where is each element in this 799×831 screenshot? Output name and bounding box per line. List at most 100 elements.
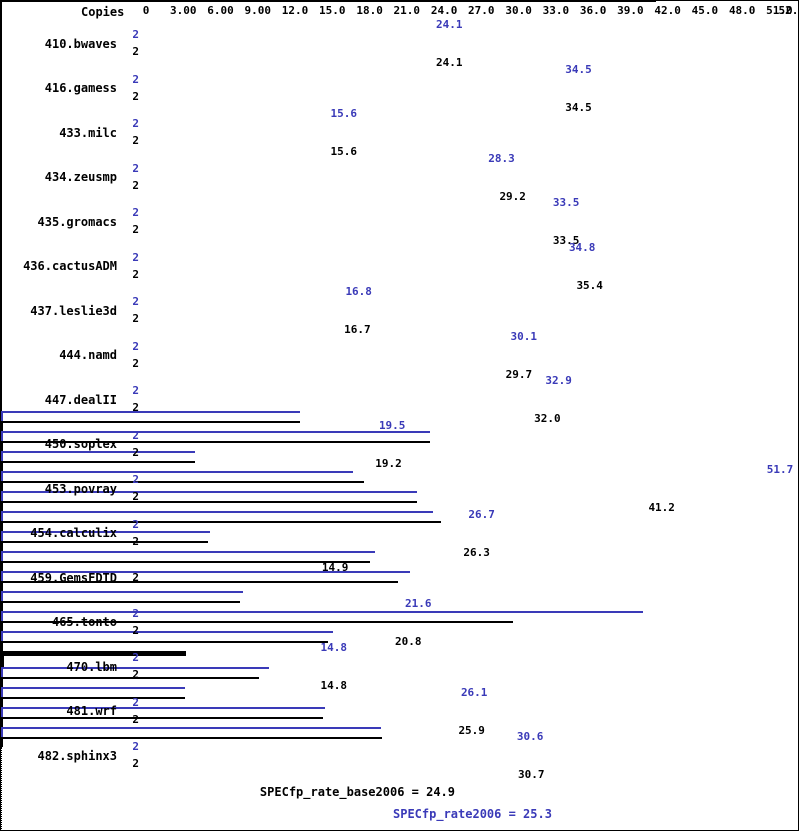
x-axis-minor-tick [1,379,2,383]
base-copies-label: 2 [132,757,139,770]
peak-value-label: 24.1 [436,18,463,31]
x-axis-minor-tick [1,247,2,251]
bar-end-cap [1,689,3,697]
x-axis-tick-label: 3.00 [170,4,197,17]
x-axis-tick-label: 12.0 [281,4,309,17]
peak-value-label: 21.6 [405,596,432,610]
x-axis-minor-tick [1,211,2,215]
x-axis-major-tick [1,72,2,79]
base-value-label: 34.5 [565,100,592,114]
peak-bar [1,411,301,413]
x-axis-minor-tick [1,295,2,299]
x-axis-tick-label: 45.0 [691,4,719,17]
base-mean-line [1,747,2,830]
bar-end-cap [1,679,3,687]
bar-end-cap [1,453,3,461]
x-axis-minor-tick [1,223,2,227]
peak-copies-label: 2 [132,428,139,442]
x-axis-minor-tick [1,307,2,311]
x-axis-minor-tick [1,215,2,219]
x-axis-minor-tick [1,375,2,379]
bar-end-cap [1,719,3,727]
x-axis-tick-label: 39.0 [617,4,644,17]
bar-end-cap [1,593,3,601]
benchmark-label: 482.sphinx3 [37,748,117,763]
x-axis-minor-tick [1,207,2,211]
peak-copies-label: 2 [132,339,139,353]
base-bar [1,651,187,656]
base-value-label: 14.8 [320,679,348,692]
peak-bar [1,451,195,453]
x-axis-minor-tick [1,243,2,247]
peak-copies-label: 2 [132,295,139,308]
peak-value-label: 34.5 [565,62,592,76]
peak-bar [1,551,375,553]
x-axis-minor-tick [1,255,2,259]
peak-value-label: 26.1 [460,685,488,699]
base-value-label: 41.2 [648,501,675,514]
peak-bar [1,471,353,473]
x-axis-tick-label: 6.00 [207,4,234,17]
peak-copies-label: 2 [132,740,139,753]
peak-bar [1,591,244,593]
base-copies-label: 2 [132,178,139,192]
peak-value-label: 34.8 [568,240,596,254]
x-axis-tick-label: 51.0 [766,4,793,17]
x-axis-major-tick [1,37,2,44]
x-axis-tick-label: 30.0 [505,4,532,17]
x-axis-minor-tick [1,287,2,291]
x-axis-minor-tick [1,347,2,351]
x-axis-tick-label: 52.0 [778,4,799,17]
peak-mean-label: SPECfp_rate2006 = 25.3 [393,807,552,821]
x-axis-tick-label: 36.0 [579,4,607,17]
x-axis-minor-tick [1,291,2,295]
bar-end-cap [1,493,3,501]
peak-copies-label: 2 [132,517,139,531]
x-axis-major-tick [1,86,2,93]
x-axis-minor-tick [1,395,2,399]
benchmark-label: 410.bwaves [44,36,117,51]
benchmark-label: 436.cactusADM [23,259,117,273]
peak-value-label: 30.1 [510,329,538,343]
x-axis-minor-tick [1,279,2,283]
x-axis-minor-tick [1,339,2,343]
x-axis-line [1,1,656,2]
benchmark-label: 459.GemsFDTD [30,570,117,585]
x-axis-tick-label: 0 [142,4,150,17]
x-axis-tick-label: 15.0 [319,4,346,17]
base-copies-label: 2 [132,534,139,548]
base-value-label: 16.7 [344,323,371,336]
x-axis-minor-tick [1,231,2,235]
bar-end-cap [1,503,3,511]
x-axis-minor-tick [1,179,2,183]
x-axis-major-tick [1,65,2,72]
x-axis-major-tick [1,93,2,100]
base-bar [1,441,430,443]
x-axis-minor-tick [1,183,2,187]
base-bar [1,561,370,563]
x-axis-minor-tick [1,323,2,327]
bar-end-cap [1,633,3,641]
x-axis-minor-tick [1,155,2,159]
x-axis-minor-tick [1,147,2,151]
x-axis-minor-tick [1,407,2,411]
peak-value-label: 16.8 [345,285,372,298]
x-axis-minor-tick [1,219,2,223]
peak-bar [1,687,185,689]
x-axis-major-tick [1,121,2,128]
benchmark-label: 434.zeusmp [44,170,117,184]
base-copies-label: 2 [132,401,139,414]
bar-end-cap [1,669,3,677]
x-axis-major-tick [1,23,2,30]
bar-end-cap [1,463,3,471]
bar-end-cap [1,413,3,421]
base-value-label: 30.7 [518,768,545,781]
x-axis-minor-tick [1,311,2,315]
x-axis-minor-tick [1,315,2,319]
x-axis-minor-tick [1,335,2,339]
x-axis-major-tick [1,16,2,23]
base-copies-label: 2 [132,668,139,681]
bar-end-cap [1,523,3,531]
copies-header-label: Copies [81,5,125,19]
base-value-label: 33.5 [552,234,580,247]
